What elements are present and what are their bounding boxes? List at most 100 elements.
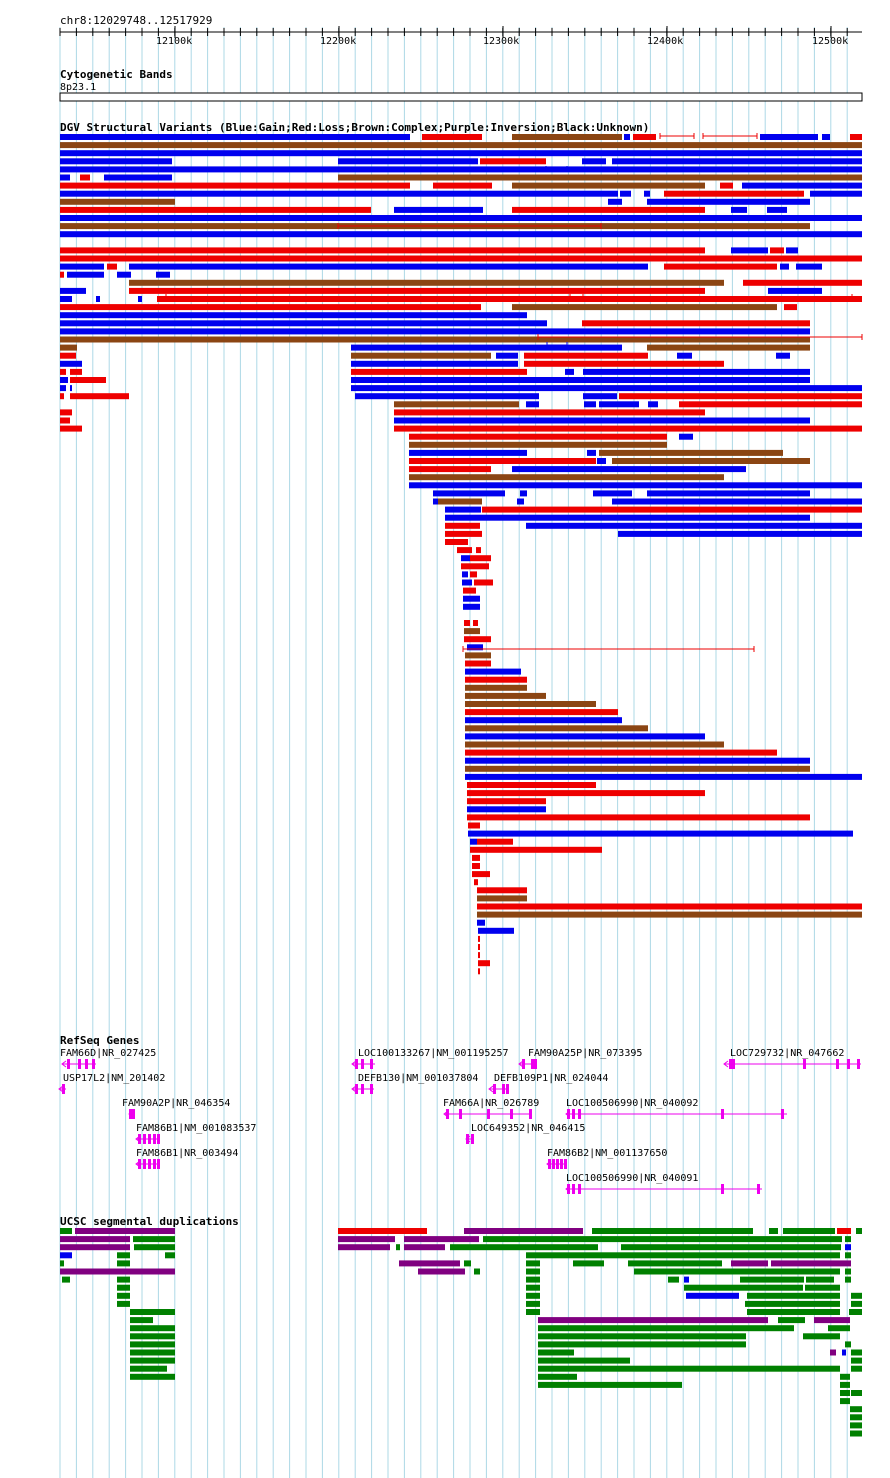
dgv-variant-bar[interactable]	[664, 190, 804, 197]
gene-exon[interactable]	[564, 1159, 567, 1169]
gene-exon[interactable]	[143, 1159, 146, 1169]
dgv-variant-bar[interactable]	[477, 911, 862, 918]
dgv-variant-bar[interactable]	[760, 134, 818, 140]
gene-exon[interactable]	[567, 1109, 570, 1119]
dgv-variant-bar[interactable]	[597, 458, 606, 464]
gene-exon[interactable]	[446, 1109, 449, 1119]
gene-exon[interactable]	[578, 1109, 581, 1119]
dgv-variant-bar[interactable]	[467, 782, 596, 788]
segdup-bar[interactable]	[526, 1300, 540, 1307]
gene-exon[interactable]	[459, 1109, 462, 1119]
dgv-variant-bar[interactable]	[482, 506, 862, 513]
gene-exon[interactable]	[85, 1059, 88, 1069]
dgv-variant-bar[interactable]	[720, 182, 733, 189]
dgv-variant-bar[interactable]	[664, 263, 777, 270]
dgv-variant-bar[interactable]	[677, 352, 692, 359]
dgv-variant-bar[interactable]	[473, 620, 478, 626]
segdup-bar[interactable]	[117, 1284, 130, 1291]
segdup-bar[interactable]	[668, 1276, 679, 1283]
dgv-variant-bar[interactable]	[60, 166, 862, 173]
gene-exon[interactable]	[529, 1109, 532, 1119]
segdup-bar[interactable]	[130, 1357, 175, 1364]
gene-exon[interactable]	[62, 1084, 65, 1094]
segdup-bar[interactable]	[483, 1236, 842, 1243]
segdup-bar[interactable]	[60, 1228, 72, 1234]
dgv-variant-bar[interactable]	[60, 344, 77, 351]
gene-exon[interactable]	[355, 1059, 358, 1069]
segdup-bar[interactable]	[130, 1341, 175, 1348]
gene-exon[interactable]	[138, 1134, 141, 1144]
dgv-variant-bar[interactable]	[512, 304, 777, 311]
dgv-variant-bar[interactable]	[445, 506, 481, 513]
segdup-bar[interactable]	[747, 1292, 840, 1299]
segdup-bar[interactable]	[117, 1292, 130, 1299]
dgv-variant-bar[interactable]	[478, 944, 480, 950]
segdup-bar[interactable]	[130, 1333, 175, 1340]
segdup-bar[interactable]	[771, 1260, 851, 1267]
segdup-bar[interactable]	[686, 1292, 739, 1299]
gene-exon[interactable]	[132, 1109, 135, 1119]
dgv-variant-bar[interactable]	[465, 733, 705, 740]
segdup-bar[interactable]	[634, 1268, 840, 1275]
dgv-variant-bar[interactable]	[60, 206, 371, 213]
segdup-bar[interactable]	[684, 1276, 689, 1283]
dgv-variant-bar[interactable]	[612, 158, 862, 165]
segdup-bar[interactable]	[165, 1252, 175, 1259]
dgv-variant-bar[interactable]	[526, 522, 862, 529]
dgv-variant-bar[interactable]	[465, 692, 546, 699]
dgv-variant-bar[interactable]	[612, 498, 862, 505]
dgv-variant-bar[interactable]	[104, 174, 172, 181]
segdup-bar[interactable]	[684, 1284, 803, 1291]
dgv-variant-bar[interactable]	[351, 344, 622, 351]
gene-exon[interactable]	[361, 1059, 364, 1069]
gene-exon[interactable]	[143, 1134, 146, 1144]
segdup-bar[interactable]	[828, 1325, 850, 1332]
gene-exon[interactable]	[757, 1184, 760, 1194]
dgv-variant-bar[interactable]	[524, 352, 648, 359]
dgv-variant-bar[interactable]	[60, 320, 547, 327]
gene-exon[interactable]	[531, 1059, 534, 1069]
gene-exon[interactable]	[157, 1159, 160, 1169]
segdup-bar[interactable]	[526, 1292, 540, 1299]
segdup-bar[interactable]	[464, 1260, 471, 1267]
dgv-variant-bar[interactable]	[583, 393, 617, 400]
dgv-variant-bar[interactable]	[351, 368, 527, 375]
dgv-variant-bar[interactable]	[394, 401, 519, 408]
segdup-bar[interactable]	[592, 1228, 753, 1234]
dgv-variant-bar[interactable]	[60, 263, 104, 270]
dgv-variant-bar[interactable]	[422, 134, 482, 140]
segdup-bar[interactable]	[837, 1228, 851, 1234]
segdup-bar[interactable]	[538, 1373, 577, 1380]
segdup-bar[interactable]	[805, 1284, 840, 1291]
dgv-variant-bar[interactable]	[60, 255, 862, 262]
segdup-bar[interactable]	[851, 1357, 862, 1364]
dgv-variant-bar[interactable]	[620, 190, 631, 197]
dgv-variant-bar[interactable]	[593, 490, 632, 497]
dgv-variant-bar[interactable]	[60, 231, 862, 238]
dgv-variant-bar[interactable]	[731, 247, 768, 254]
dgv-variant-bar[interactable]	[409, 441, 667, 448]
segdup-bar[interactable]	[850, 1414, 862, 1421]
dgv-variant-bar[interactable]	[129, 287, 705, 294]
dgv-variant-bar[interactable]	[633, 134, 656, 140]
dgv-variant-bar[interactable]	[60, 385, 66, 392]
segdup-bar[interactable]	[803, 1333, 840, 1340]
segdup-bar[interactable]	[538, 1317, 768, 1324]
segdup-bar[interactable]	[133, 1236, 175, 1243]
dgv-variant-bar[interactable]	[60, 360, 82, 367]
gene-exon[interactable]	[857, 1059, 860, 1069]
dgv-variant-bar[interactable]	[70, 368, 82, 375]
dgv-variant-bar[interactable]	[465, 717, 622, 724]
dgv-variant-bar[interactable]	[472, 854, 480, 861]
segdup-bar[interactable]	[842, 1349, 846, 1356]
segdup-bar[interactable]	[60, 1260, 64, 1267]
segdup-bar[interactable]	[60, 1252, 72, 1259]
segdup-bar[interactable]	[849, 1309, 862, 1315]
dgv-variant-bar[interactable]	[394, 425, 862, 432]
segdup-bar[interactable]	[538, 1357, 630, 1364]
dgv-variant-bar[interactable]	[472, 863, 480, 869]
dgv-variant-bar[interactable]	[478, 952, 480, 959]
dgv-variant-bar[interactable]	[619, 393, 862, 400]
dgv-variant-bar[interactable]	[60, 417, 70, 424]
dgv-variant-bar[interactable]	[60, 328, 810, 335]
